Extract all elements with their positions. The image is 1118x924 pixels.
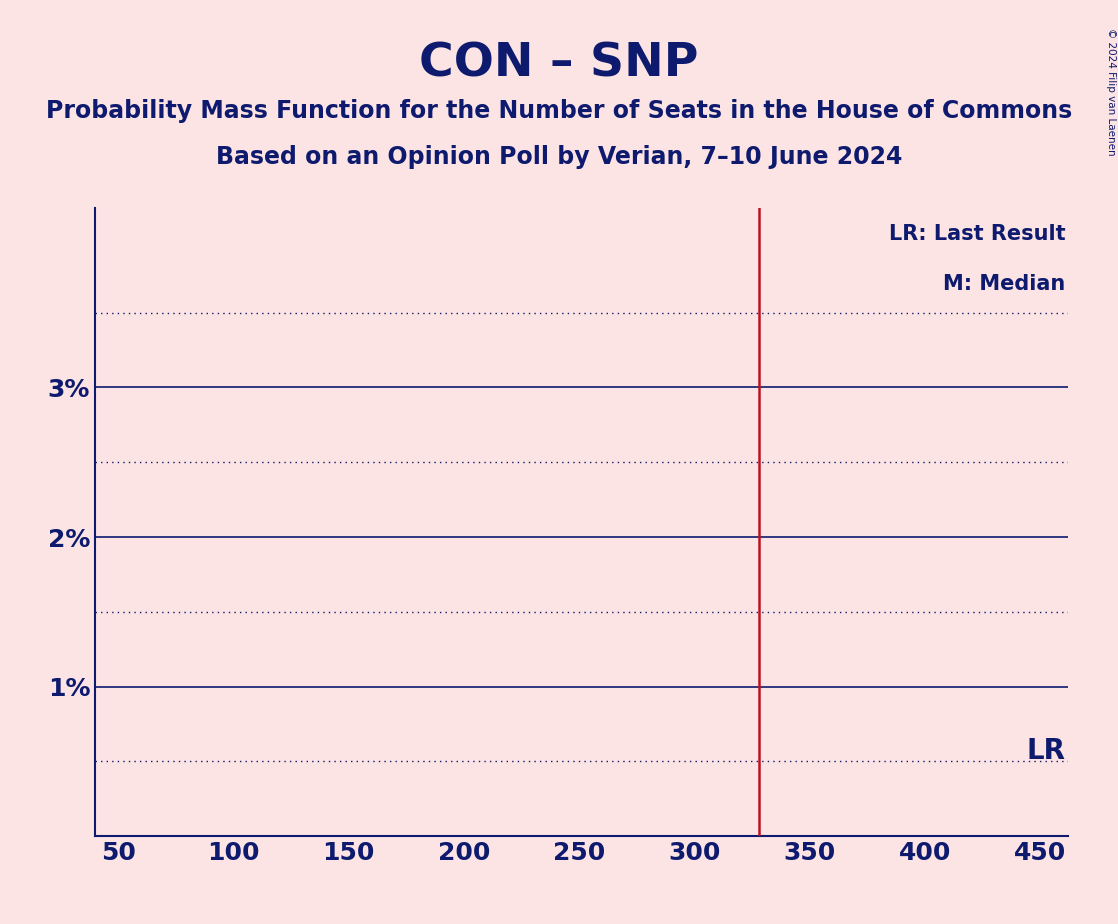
- Text: LR: LR: [1026, 737, 1065, 765]
- Text: CON – SNP: CON – SNP: [419, 42, 699, 87]
- Text: Probability Mass Function for the Number of Seats in the House of Commons: Probability Mass Function for the Number…: [46, 99, 1072, 123]
- Text: M: Median: M: Median: [944, 274, 1065, 294]
- Text: LR: Last Result: LR: Last Result: [889, 224, 1065, 244]
- Text: Based on an Opinion Poll by Verian, 7–10 June 2024: Based on an Opinion Poll by Verian, 7–10…: [216, 145, 902, 169]
- Text: © 2024 Filip van Laenen: © 2024 Filip van Laenen: [1106, 28, 1116, 155]
